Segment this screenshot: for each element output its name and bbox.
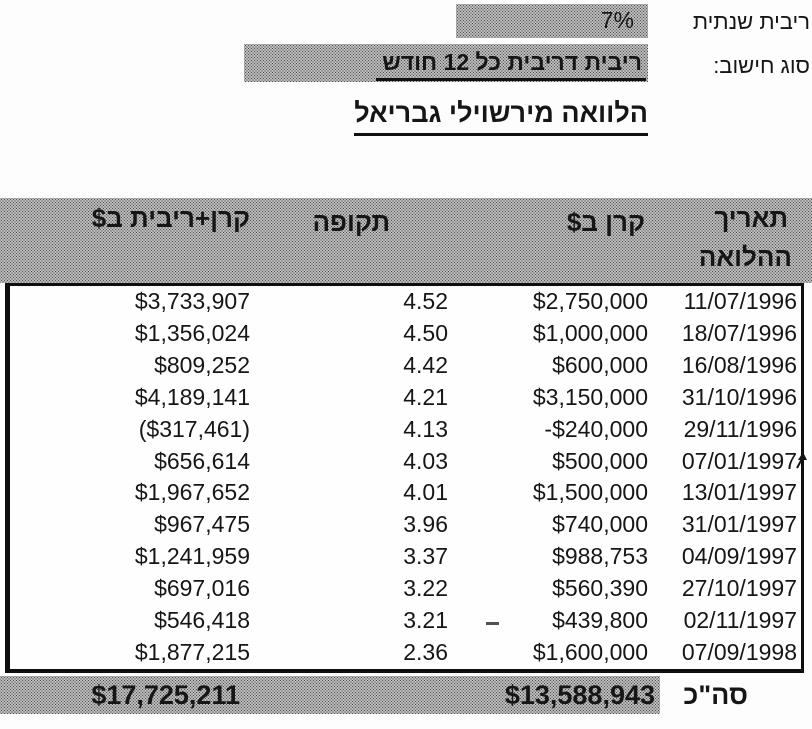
cell-loan-date: 27/10/1997	[681, 575, 797, 602]
table-row: ($317,461) 4.13 -$240,000 29/11/1996	[10, 414, 801, 446]
cell-loan-date: 29/11/1996	[683, 415, 797, 442]
cell-loan-date: 16/08/1996	[681, 351, 797, 378]
loan-table-body: $3,733,907 4.52 $2,750,000 11/07/1996 $1…	[5, 283, 804, 673]
cell-principal: -$240,000	[544, 415, 648, 442]
cell-principal-plus-interest: $3,733,907	[134, 288, 250, 314]
cell-principal-plus-interest: ($317,461)	[138, 415, 250, 442]
table-row: $967,475 3.96 $740,000 31/01/1997	[10, 509, 801, 541]
cell-loan-date: 31/01/1997	[681, 511, 797, 538]
col-header-date-line1: תאריך	[714, 203, 788, 233]
cell-principal: $2,750,000	[532, 288, 648, 314]
cell-loan-date: 13/01/1997	[681, 479, 797, 506]
cell-period: 3.22	[403, 575, 448, 602]
calc-type-value: ריבית דריבית כל 12 חודש	[376, 48, 646, 81]
cell-principal: $3,150,000	[532, 383, 648, 410]
table-row: $4,189,141 4.21 $3,150,000 31/10/1996	[10, 382, 801, 414]
table-row: $1,241,959 3.37 $988,753 04/09/1997	[10, 541, 801, 573]
cell-loan-date: 07/09/1998	[681, 638, 797, 665]
table-row: $697,016 3.22 $560,390 27/10/1997	[10, 573, 801, 605]
totals-highlight-band	[0, 676, 660, 714]
cell-principal-plus-interest: $1,967,652	[134, 479, 250, 506]
cell-principal-plus-interest: $4,189,141	[134, 383, 250, 410]
cell-period: 3.21	[403, 607, 448, 634]
cell-principal: $560,390	[552, 575, 648, 602]
cell-principal-plus-interest: $546,418	[154, 607, 250, 634]
table-row: $809,252 4.42 $600,000 16/08/1996	[10, 350, 801, 382]
cell-period: 4.21	[403, 383, 448, 410]
cell-period: 4.50	[403, 319, 448, 346]
cell-principal-plus-interest: $1,356,024	[134, 319, 250, 346]
cell-period: 3.96	[403, 511, 448, 538]
cell-principal: $500,000	[552, 447, 648, 474]
cell-principal: $1,000,000	[532, 319, 648, 346]
cell-loan-date: 11/07/1996	[683, 288, 797, 314]
cell-period: 4.52	[403, 288, 448, 314]
cell-principal: $600,000	[552, 351, 648, 378]
annual-interest-label: ריבית שנתית	[692, 9, 810, 34]
cell-principal: $740,000	[552, 511, 648, 538]
table-row: $1,356,024 4.50 $1,000,000 18/07/1996	[10, 318, 801, 350]
cell-period: 4.03	[403, 447, 448, 474]
cell-principal-plus-interest: $1,241,959	[134, 543, 250, 570]
totals-label: סה"כ	[683, 680, 748, 710]
col-header-period: תקופה	[312, 207, 390, 237]
table-row: $1,967,652 4.01 $1,500,000 13/01/1997	[10, 477, 801, 509]
cell-period: 3.37	[403, 543, 448, 570]
table-row: $3,733,907 4.52 $2,750,000 11/07/1996	[10, 286, 801, 318]
cell-period: 4.13	[403, 415, 448, 442]
scan-artifact-dash	[486, 622, 499, 625]
cell-principal-plus-interest: $967,475	[154, 511, 250, 538]
cell-principal: $1,600,000	[532, 638, 648, 665]
calc-type-label: סוג חישוב:	[713, 53, 810, 78]
cell-principal: $439,800	[552, 607, 648, 634]
cell-principal-plus-interest: $809,252	[154, 351, 250, 378]
cell-loan-date: 07/01/1997	[681, 447, 797, 474]
totals-principal-plus-interest: $17,725,211	[91, 680, 240, 710]
cell-loan-date: 18/07/1996	[681, 319, 797, 346]
table-header: תאריך ההלואה קרן ב$ תקופה קרן+ריבית ב$	[0, 198, 812, 283]
document-title: הלוואה מירשוילי גבריאל	[354, 96, 648, 136]
col-header-date-line2: ההלואה	[698, 242, 792, 272]
table-row: $546,418 3.21 $439,800 02/11/1997	[10, 605, 801, 637]
col-header-principal-plus-interest: קרן+ריבית ב$	[91, 203, 250, 233]
table-row: $1,877,215 2.36 $1,600,000 07/09/1998	[10, 637, 801, 669]
cell-principal: $988,753	[552, 543, 648, 570]
cell-principal-plus-interest: $697,016	[154, 575, 250, 602]
calc-type-value-cell: ריבית דריבית כל 12 חודש	[244, 44, 648, 82]
annual-interest-value-cell: 7%	[456, 4, 648, 38]
cell-principal-plus-interest: $656,614	[154, 447, 250, 474]
col-header-principal: קרן ב$	[566, 207, 645, 237]
scan-artifact-arrow	[794, 451, 810, 470]
cell-loan-date: 02/11/1997	[683, 607, 797, 634]
annual-interest-value: 7%	[600, 7, 634, 33]
cell-loan-date: 31/10/1996	[681, 383, 797, 410]
totals-principal: $13,588,943	[504, 680, 655, 710]
cell-loan-date: 04/09/1997	[681, 543, 797, 570]
cell-period: 2.36	[403, 638, 448, 665]
table-row: $656,614 4.03 $500,000 07/01/1997	[10, 446, 801, 478]
cell-principal: $1,500,000	[532, 479, 648, 506]
cell-period: 4.42	[403, 351, 448, 378]
cell-period: 4.01	[403, 479, 448, 506]
cell-principal-plus-interest: $1,877,215	[134, 638, 250, 665]
